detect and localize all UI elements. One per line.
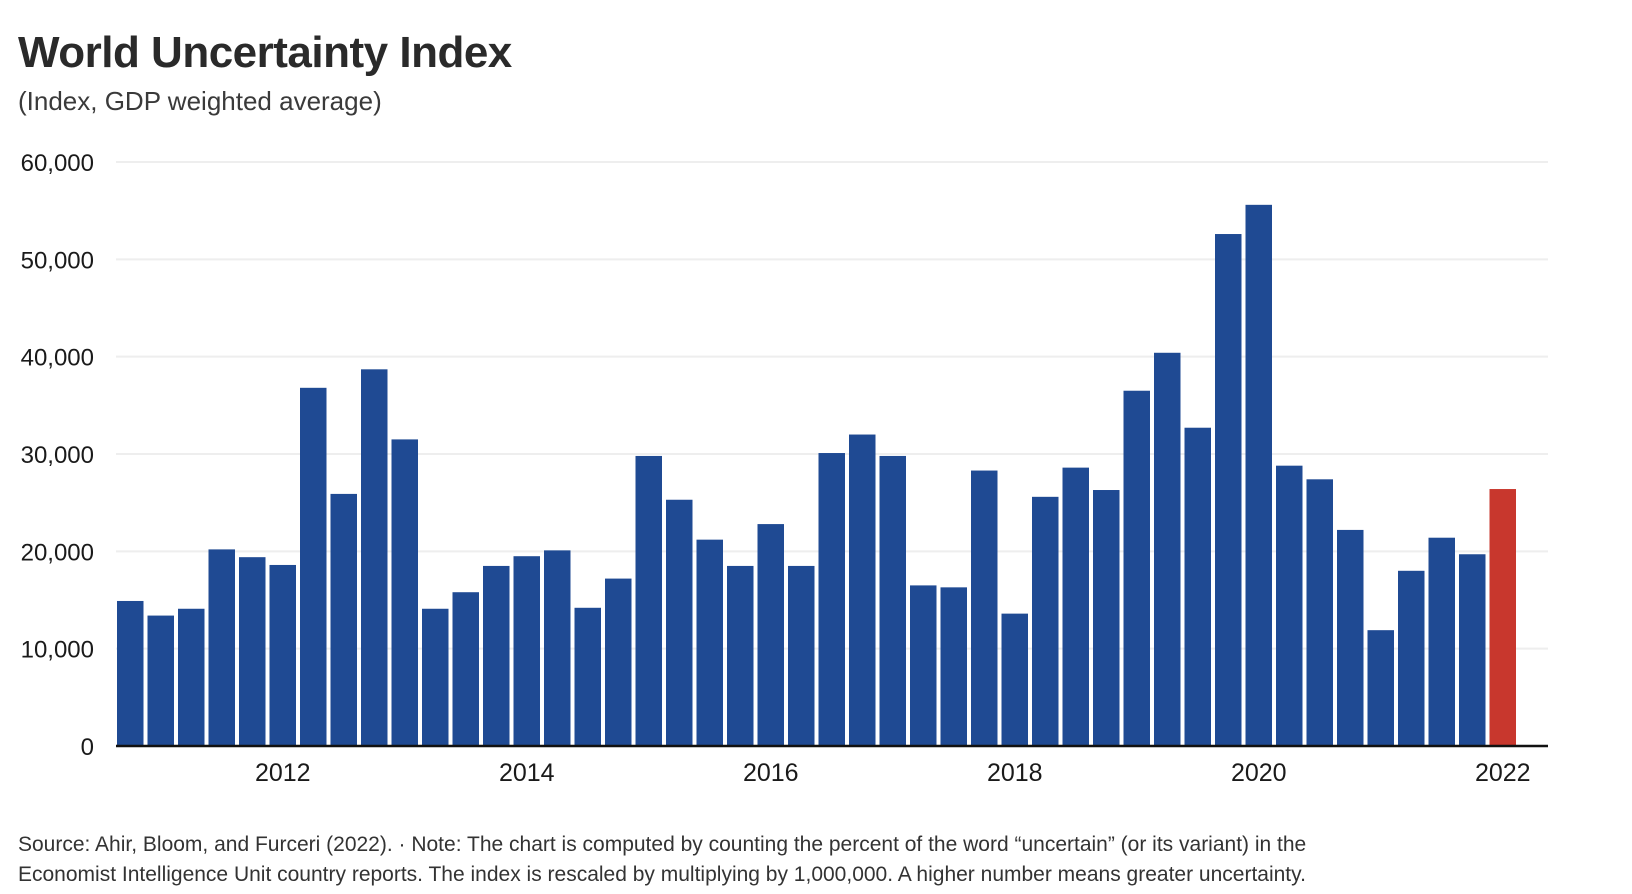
bar: 16500 [910, 585, 937, 746]
bar: 55600 [1245, 204, 1272, 746]
bar: 21200 [696, 539, 723, 746]
chart-title: World Uncertainty Index [18, 28, 512, 77]
chart-subtitle: (Index, GDP weighted average) [18, 86, 382, 116]
x-axis-ticks: 2012 2014 2016 2018 2020 2022 [255, 759, 1531, 787]
bar: 25600 [1032, 496, 1059, 746]
bar: 38700 [361, 369, 388, 746]
bar: 25900 [330, 493, 357, 746]
x-tick-label: 2016 [743, 759, 799, 787]
bar: 18500 [788, 565, 815, 746]
footer-line-2: Economist Intelligence Unit country repo… [18, 863, 1306, 886]
bar: 15800 [452, 592, 479, 746]
y-tick-label: 40,000 [21, 345, 94, 372]
bar: 27400 [1306, 479, 1333, 746]
bar: 30100 [818, 453, 845, 746]
bar: 29800 [879, 455, 906, 746]
bar: 18500 [727, 565, 754, 746]
bar-highlight: 26400 [1489, 489, 1516, 746]
bar: 28300 [971, 470, 998, 746]
footer-note: Source: Ahir, Bloom, and Furceri (2022).… [18, 830, 1618, 890]
bar: 21400 [1428, 537, 1455, 746]
bar: 18000 [1398, 570, 1425, 746]
bar: 22200 [1337, 529, 1364, 746]
bar: 18600 [269, 564, 296, 746]
bar-chart: 0 10,000 20,000 30,000 40,000 50,000 60,000 14… [21, 150, 1548, 787]
bar: 20200 [208, 549, 235, 746]
x-tick-label: 2020 [1231, 759, 1287, 787]
x-tick-label: 2014 [499, 759, 555, 787]
bar: 13600 [1001, 613, 1028, 746]
bar: 18500 [483, 565, 510, 746]
bar: 32700 [1184, 427, 1211, 746]
y-tick-label: 60,000 [21, 150, 94, 177]
bar: 13400 [147, 615, 174, 746]
x-tick-label: 2012 [255, 759, 311, 787]
bar: 36800 [300, 387, 327, 746]
bar: 29800 [635, 455, 662, 746]
bar: 28600 [1062, 467, 1089, 746]
bar: 17200 [605, 578, 632, 746]
bar: 25300 [666, 499, 693, 746]
bar: 31500 [391, 439, 418, 746]
footer-line-1: Source: Ahir, Bloom, and Furceri (2022).… [18, 833, 1307, 856]
bar: 11900 [1367, 630, 1394, 746]
bars: 1490013400141002020019400186003680025900… [117, 204, 1516, 746]
y-tick-label: 10,000 [21, 637, 94, 664]
bar: 19700 [1459, 554, 1486, 746]
bar: 14100 [422, 608, 449, 746]
bar: 14100 [178, 608, 205, 746]
bar: 14900 [117, 600, 144, 746]
bar: 19500 [513, 556, 540, 746]
bar: 20100 [544, 550, 571, 746]
x-tick-label: 2022 [1475, 759, 1531, 787]
y-axis-ticks: 0 10,000 20,000 30,000 40,000 50,000 60,000 [21, 150, 94, 761]
y-tick-label: 50,000 [21, 247, 94, 274]
bar: 52600 [1215, 234, 1242, 746]
bar: 14200 [574, 607, 601, 746]
y-tick-label: 0 [81, 734, 94, 761]
y-tick-label: 20,000 [21, 539, 94, 566]
bar: 22800 [757, 524, 784, 746]
y-tick-label: 30,000 [21, 442, 94, 469]
bar: 36500 [1123, 390, 1150, 746]
bar: 26300 [1093, 490, 1120, 746]
bar: 40400 [1154, 352, 1181, 746]
bar: 32000 [849, 434, 876, 746]
bar: 19400 [239, 557, 266, 746]
x-tick-label: 2018 [987, 759, 1043, 787]
bar: 16300 [940, 587, 967, 746]
bar: 28800 [1276, 465, 1303, 746]
